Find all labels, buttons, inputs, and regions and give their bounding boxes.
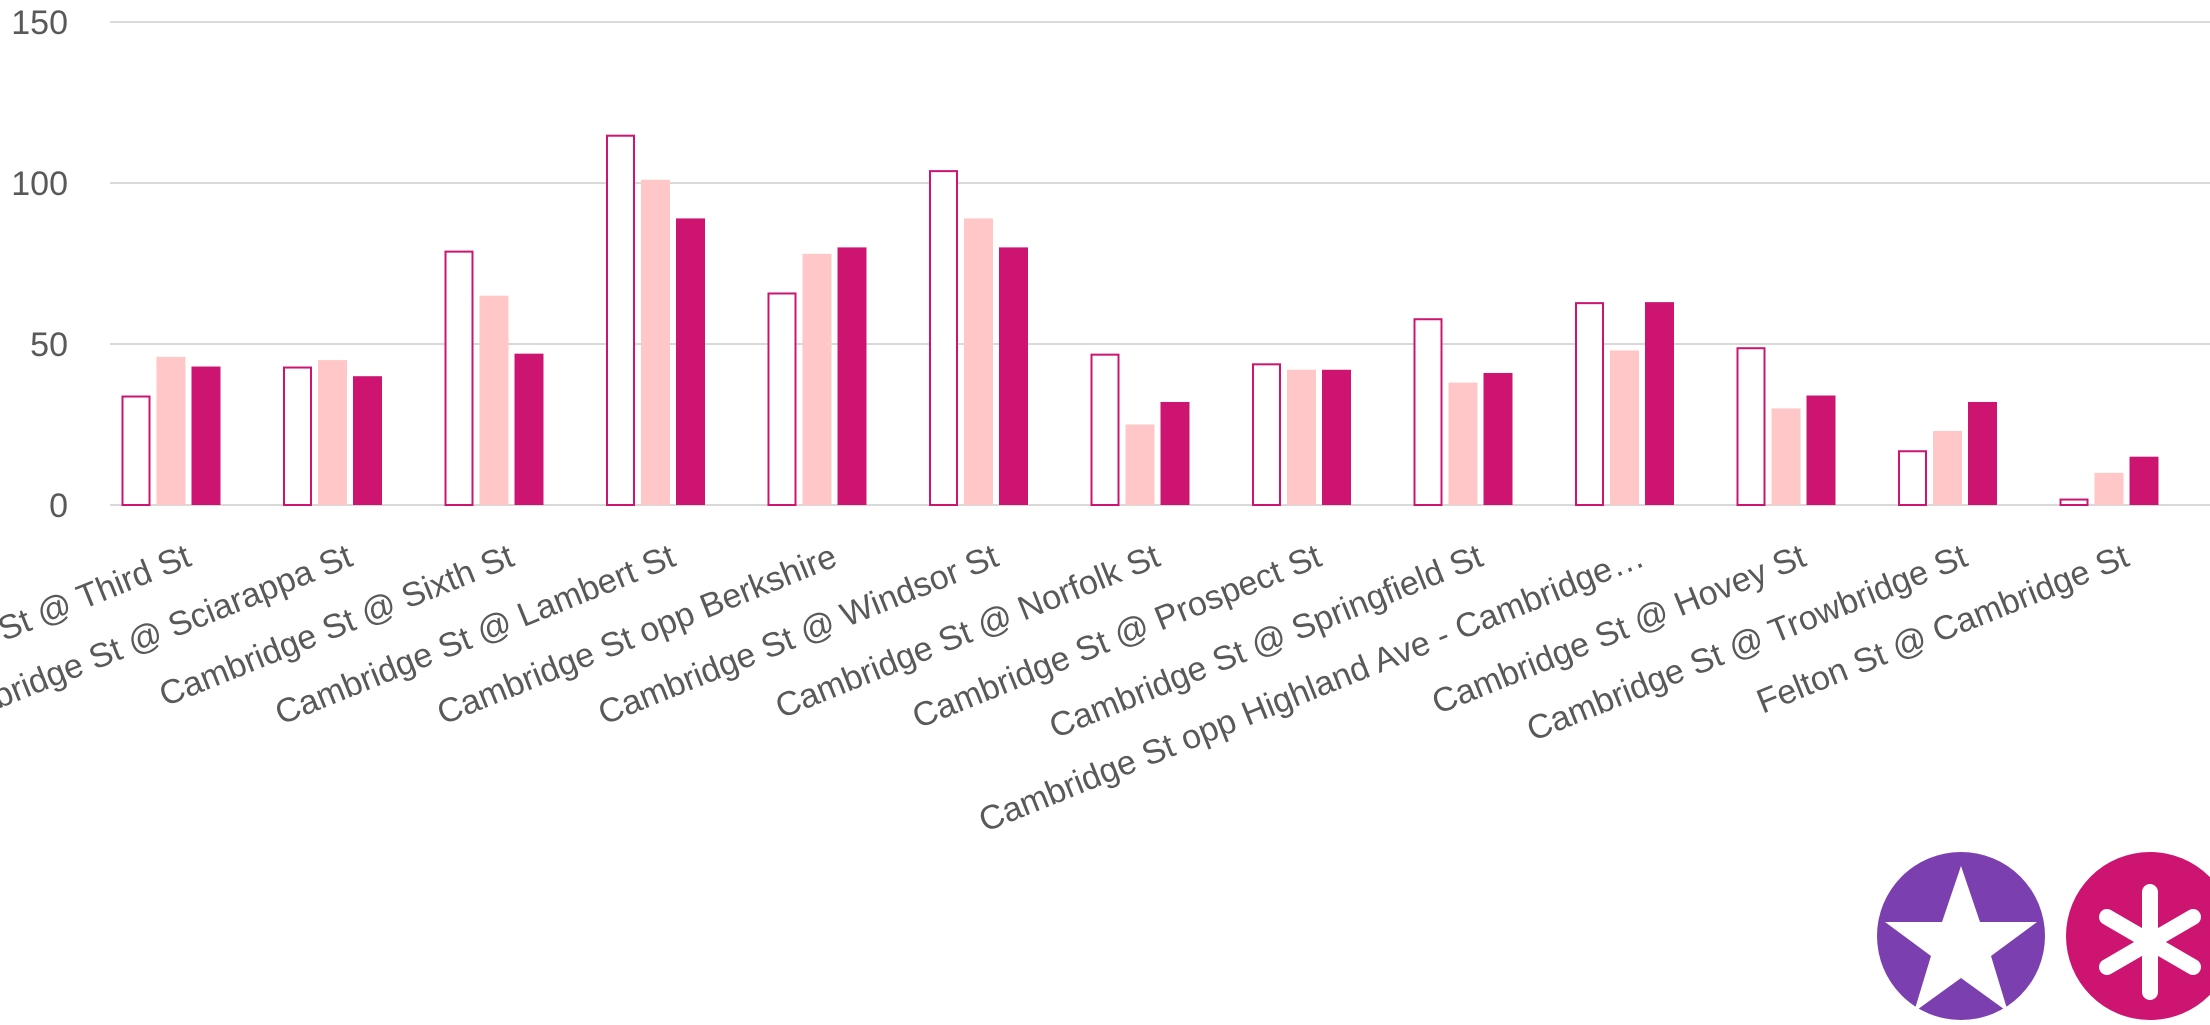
y-tick-label: 0 <box>49 487 68 525</box>
bar-series3-cat7 <box>1160 401 1190 505</box>
bar-series3-cat8 <box>1322 369 1351 505</box>
bar-series3-cat4 <box>676 218 705 506</box>
bar-series1-cat11 <box>1736 347 1766 506</box>
bar-series1-cat8 <box>1252 363 1281 506</box>
bar-series2-cat4 <box>641 179 670 505</box>
bar-series1-cat6 <box>929 170 958 506</box>
y-axis-ticks: 0 50 100 150 <box>11 4 68 525</box>
bar-series3-cat6 <box>999 247 1028 505</box>
y-tick-label: 100 <box>11 165 68 203</box>
bar-series1-cat5 <box>767 292 797 507</box>
bar-series2-cat9 <box>1448 382 1478 505</box>
asterisk-icon <box>2066 852 2210 1020</box>
bar-series3-cat11 <box>1806 395 1836 505</box>
bar-series2-cat2 <box>318 360 347 505</box>
bar-series1-cat12 <box>1898 450 1927 507</box>
bar-series3-cat10 <box>1645 302 1674 505</box>
bar-series1-cat2 <box>283 366 312 507</box>
bar-series3-cat3 <box>514 353 544 505</box>
bar-series3-cat12 <box>1968 401 1997 505</box>
bars <box>121 134 2159 507</box>
star-badge[interactable] <box>1877 852 2045 1020</box>
bar-series1-cat3 <box>444 250 474 506</box>
bar-series1-cat10 <box>1575 302 1604 507</box>
bar-chart: 0 50 100 150 Cambridge St @ Third StCambrid… <box>0 4 2210 840</box>
bar-series2-cat6 <box>964 218 993 506</box>
bar-series3-cat1 <box>191 366 221 505</box>
bar-series1-cat4 <box>606 134 635 506</box>
bar-series2-cat1 <box>156 356 186 505</box>
star-icon <box>1877 852 2045 1020</box>
asterisk-badge[interactable] <box>2066 852 2210 1020</box>
bar-series2-cat11 <box>1771 408 1801 505</box>
bar-series2-cat13 <box>2094 472 2124 505</box>
bar-series1-cat13 <box>2059 498 2089 506</box>
bar-series2-cat5 <box>802 253 832 505</box>
bar-series1-cat1 <box>121 395 151 506</box>
bar-series1-cat7 <box>1090 353 1120 506</box>
bar-series2-cat8 <box>1287 369 1316 505</box>
y-tick-label: 150 <box>11 4 68 42</box>
bar-series3-cat13 <box>2129 456 2159 505</box>
bar-series2-cat10 <box>1610 350 1639 505</box>
bar-series3-cat5 <box>837 247 867 505</box>
bar-series2-cat3 <box>479 295 509 505</box>
bar-series2-cat12 <box>1933 430 1962 505</box>
bar-series2-cat7 <box>1125 424 1155 505</box>
bar-series3-cat9 <box>1483 372 1513 505</box>
bar-series1-cat9 <box>1413 318 1443 506</box>
bar-series3-cat2 <box>353 376 382 505</box>
y-tick-label: 50 <box>30 326 68 364</box>
gridlines <box>110 21 2210 506</box>
